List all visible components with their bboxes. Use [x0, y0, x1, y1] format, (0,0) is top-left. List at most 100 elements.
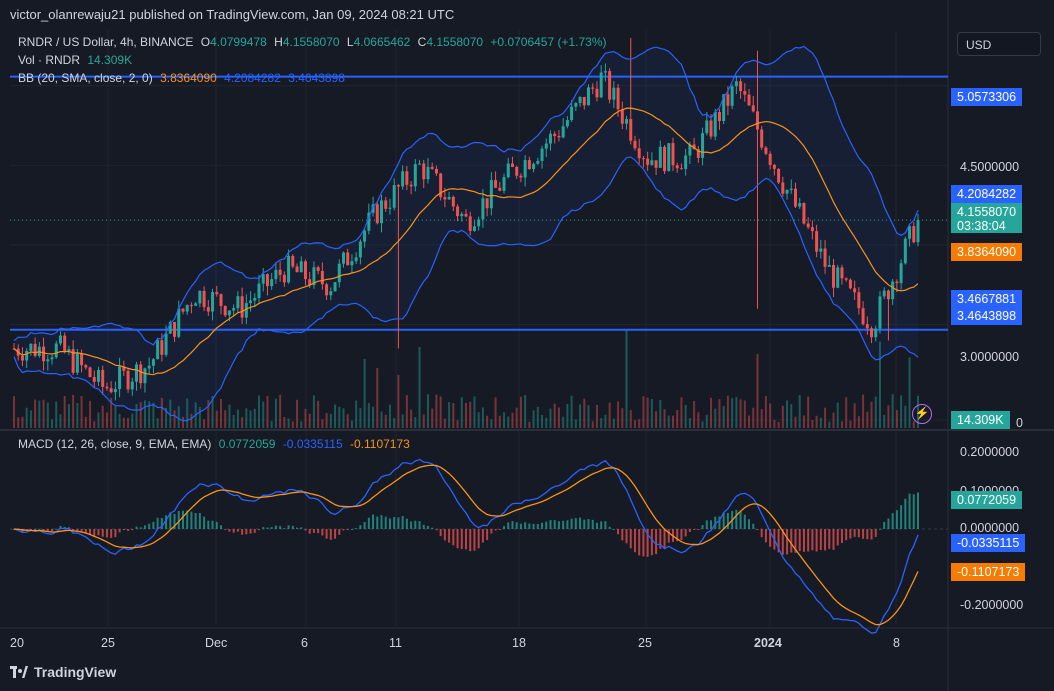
macd-histogram-bar — [549, 520, 552, 529]
candle-body — [447, 196, 451, 200]
low-value: 4.0665462 — [353, 35, 411, 49]
volume-bar — [84, 416, 87, 428]
volume-bar — [279, 394, 282, 428]
candle-body — [481, 198, 485, 220]
macd-histogram-bar — [528, 523, 531, 529]
macd-histogram-bar — [236, 529, 239, 532]
candle-body — [789, 188, 793, 190]
volume-bar — [786, 400, 789, 428]
volume-bar — [25, 407, 28, 428]
candle-body — [198, 290, 202, 304]
volume-bar — [591, 421, 594, 428]
volume-bar — [562, 416, 565, 428]
volume-bar — [663, 409, 666, 428]
candle-body — [295, 266, 299, 273]
macd-histogram-bar — [608, 526, 611, 529]
candle-body — [570, 106, 574, 121]
volume-bar — [731, 398, 734, 428]
volume-bar — [443, 418, 446, 428]
candle-body — [836, 267, 840, 288]
macd-histogram-bar — [866, 529, 869, 540]
macd-histogram-bar — [883, 521, 886, 529]
currency-button[interactable]: USD — [957, 32, 1041, 56]
candle-body — [341, 252, 345, 264]
macd-histogram-bar — [895, 510, 898, 529]
candle-body — [33, 343, 37, 356]
bb-upper-tag: 4.2084282 — [951, 185, 1023, 203]
candle-body — [908, 226, 912, 239]
volume-bar — [739, 399, 742, 428]
volume-bar — [426, 394, 429, 428]
macd-histogram-bar — [245, 529, 248, 535]
volume-bar — [215, 410, 218, 428]
candle-body — [439, 173, 443, 198]
candle-body — [346, 252, 350, 266]
lightning-icon[interactable]: ⚡ — [912, 404, 932, 424]
candle-body — [506, 163, 510, 178]
macd-histogram-bar — [219, 525, 222, 529]
macd-histogram-bar — [329, 529, 332, 540]
candle-body — [63, 335, 67, 352]
candle-body — [777, 168, 781, 183]
macd-histogram-bar — [857, 529, 860, 538]
macd-histogram-bar — [431, 527, 434, 529]
candle-body — [316, 267, 320, 271]
candle-body — [443, 197, 447, 200]
candle-body — [760, 129, 764, 148]
volume-bar — [312, 395, 315, 428]
candle-body — [903, 238, 907, 264]
volume-bar — [29, 410, 32, 428]
macd-histogram-bar — [735, 509, 738, 529]
volume-bar — [650, 398, 653, 428]
macd-histogram-bar — [84, 529, 87, 534]
candle-body — [878, 296, 882, 329]
candle-body — [582, 96, 586, 106]
volume-legend: Vol · RNDR 14.309K — [18, 53, 136, 67]
candle-body — [785, 189, 789, 194]
candle-body — [434, 168, 438, 174]
candle-body — [637, 148, 641, 159]
price-tick: 4.5000000 — [960, 160, 1020, 174]
macd-histogram-bar — [439, 529, 442, 537]
volume-bar — [494, 397, 497, 428]
macd-histogram-bar — [224, 529, 227, 530]
volume-bar — [625, 328, 628, 428]
volume-bar — [452, 403, 455, 428]
candle-body — [861, 308, 865, 325]
candle-body — [781, 182, 785, 194]
candle-body — [282, 274, 286, 283]
volume-bar — [878, 341, 881, 428]
candle-body — [853, 288, 857, 293]
macd-histogram-bar — [667, 529, 670, 543]
volume-tag: 14.309K — [951, 411, 1010, 429]
volume-bar — [350, 420, 353, 428]
volume-bar — [604, 414, 607, 428]
volume-bar — [908, 357, 911, 428]
macd-histogram-bar — [815, 529, 818, 552]
volume-bar — [296, 399, 299, 428]
macd-histogram-bar — [207, 520, 210, 529]
volume-bar — [705, 414, 708, 428]
volume-bar — [283, 417, 286, 428]
candle-body — [392, 185, 396, 208]
candle-body — [42, 346, 46, 362]
macd-histogram-bar — [110, 529, 113, 538]
candle-body — [84, 365, 88, 368]
macd-histogram-bar — [460, 529, 463, 550]
candle-body — [819, 248, 823, 252]
candle-body — [215, 292, 219, 295]
macd-tick: 0.2000000 — [960, 445, 1020, 459]
macd-histogram-bar — [51, 529, 54, 532]
candle-body — [333, 282, 337, 292]
macd-histogram-bar — [714, 516, 717, 529]
macd-histogram-bar — [650, 529, 653, 556]
volume-bar — [570, 395, 573, 428]
macd-line — [13, 458, 919, 634]
volume-bar — [448, 402, 451, 428]
candle-body — [240, 296, 244, 318]
macd-histogram-bar — [498, 529, 501, 530]
volume-bar — [811, 420, 814, 428]
volume-bar — [266, 395, 269, 428]
candle-body — [891, 281, 895, 300]
